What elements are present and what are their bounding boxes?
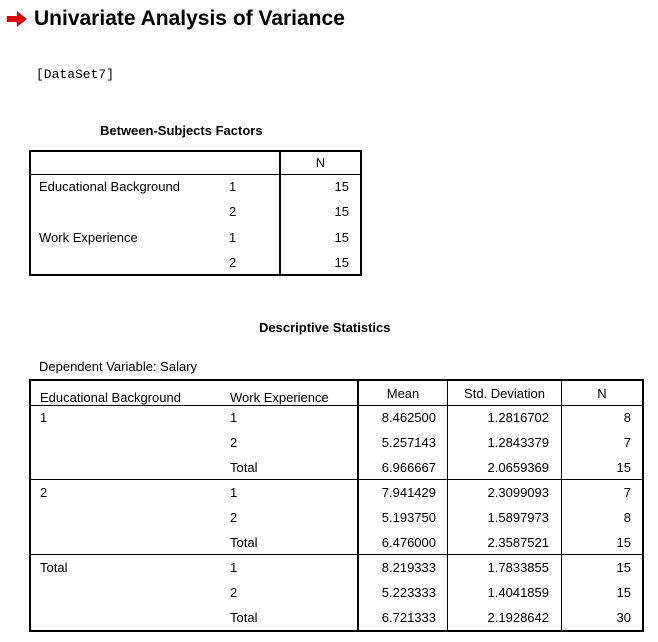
red-arrow-icon xyxy=(7,11,27,27)
std-deviation-cell: 2.3099093 xyxy=(487,485,549,500)
table-column-rule xyxy=(561,379,562,632)
table-column-rule xyxy=(447,379,448,632)
educational-background-cell: 2 xyxy=(40,485,48,500)
std-deviation-cell: 1.4041859 xyxy=(487,585,549,600)
std-deviation-cell: 2.0659369 xyxy=(487,460,549,475)
mean-cell: 5.223333 xyxy=(381,585,436,600)
factor-level: 2 xyxy=(229,204,237,219)
n-cell: 15 xyxy=(616,585,631,600)
work-experience-cell: Total xyxy=(230,460,258,475)
table-row xyxy=(29,582,644,606)
table-group-rule xyxy=(29,554,644,555)
work-experience-cell: 1 xyxy=(230,560,238,575)
column-header-n: N xyxy=(315,155,326,170)
n-cell: 8 xyxy=(623,510,631,525)
table-border-bottom xyxy=(29,630,644,632)
factor-n: 15 xyxy=(334,255,349,270)
factor-level: 2 xyxy=(229,255,237,270)
mean-cell: 7.941429 xyxy=(381,485,436,500)
table-divider-header xyxy=(29,405,644,406)
descriptive-statistics-title: Descriptive Statistics xyxy=(259,320,391,335)
std-deviation-cell: 1.2843379 xyxy=(487,435,549,450)
factor-level: 1 xyxy=(229,179,237,194)
table-border-top xyxy=(29,379,644,381)
factor-n: 15 xyxy=(334,204,349,219)
std-deviation-cell: 1.2816702 xyxy=(487,410,549,425)
table-row xyxy=(29,532,644,556)
factor-name: Work Experience xyxy=(39,230,138,245)
column-header-n: N xyxy=(597,386,607,401)
column-header-educational-background: Educational Background xyxy=(40,390,181,405)
n-cell: 30 xyxy=(616,610,631,625)
mean-cell: 8.462500 xyxy=(381,410,436,425)
factor-level: 1 xyxy=(229,230,237,245)
factor-name: Educational Background xyxy=(39,179,180,194)
between-subjects-title: Between-Subjects Factors xyxy=(100,123,263,138)
table-row xyxy=(29,607,644,631)
column-header-mean: Mean xyxy=(386,386,420,401)
n-cell: 15 xyxy=(616,460,631,475)
column-header-std-deviation: Std. Deviation xyxy=(464,386,545,401)
table-border-right xyxy=(642,379,644,632)
column-header-work-experience: Work Experience xyxy=(230,390,329,405)
dependent-variable-label: Dependent Variable: Salary xyxy=(39,359,198,374)
between-subjects-table[interactable]: N Educational Background 1 15 2 15 Work Exper… xyxy=(29,150,362,276)
table-border-right xyxy=(360,150,362,276)
std-deviation-cell: 2.3587521 xyxy=(487,535,549,550)
mean-cell: 6.966667 xyxy=(381,460,436,475)
mean-cell: 6.476000 xyxy=(381,535,436,550)
table-row xyxy=(29,482,644,506)
mean-cell: 5.193750 xyxy=(381,510,436,525)
table-row xyxy=(29,432,644,456)
work-experience-cell: Total xyxy=(230,610,258,625)
table-row xyxy=(29,407,644,431)
page-title: Univariate Analysis of Variance xyxy=(34,7,345,30)
std-deviation-cell: 1.5897973 xyxy=(487,510,549,525)
table-border-left xyxy=(29,150,31,276)
work-experience-cell: 2 xyxy=(230,510,238,525)
table-row xyxy=(29,557,644,581)
table-divider-vertical xyxy=(357,379,359,632)
table-row xyxy=(29,457,644,481)
educational-background-cell: Total xyxy=(40,560,68,575)
n-cell: 7 xyxy=(623,435,631,450)
table-divider-header xyxy=(29,174,362,175)
table-border-bottom xyxy=(29,274,362,276)
work-experience-cell: 1 xyxy=(230,485,238,500)
educational-background-cell: 1 xyxy=(40,410,48,425)
table-group-rule xyxy=(29,479,644,480)
work-experience-cell: Total xyxy=(230,535,258,550)
factor-n: 15 xyxy=(334,179,349,194)
n-cell: 7 xyxy=(623,485,631,500)
std-deviation-cell: 1.7833855 xyxy=(487,560,549,575)
table-border-left xyxy=(29,379,31,632)
work-experience-cell: 2 xyxy=(230,585,238,600)
mean-cell: 8.219333 xyxy=(381,560,436,575)
mean-cell: 6.721333 xyxy=(381,610,436,625)
descriptive-statistics-table[interactable]: Educational Background Work Experience M… xyxy=(29,379,644,632)
n-cell: 15 xyxy=(616,535,631,550)
factor-n: 15 xyxy=(334,230,349,245)
std-deviation-cell: 2.1928642 xyxy=(487,610,549,625)
table-divider-vertical xyxy=(279,150,281,276)
work-experience-cell: 1 xyxy=(230,410,238,425)
table-row xyxy=(29,507,644,531)
table-border-top xyxy=(29,150,362,152)
n-cell: 8 xyxy=(623,410,631,425)
n-cell: 15 xyxy=(616,560,631,575)
work-experience-cell: 2 xyxy=(230,435,238,450)
mean-cell: 5.257143 xyxy=(381,435,436,450)
dataset-label: [DataSet7] xyxy=(36,67,115,82)
output-heading[interactable]: Univariate Analysis of Variance xyxy=(6,6,345,32)
